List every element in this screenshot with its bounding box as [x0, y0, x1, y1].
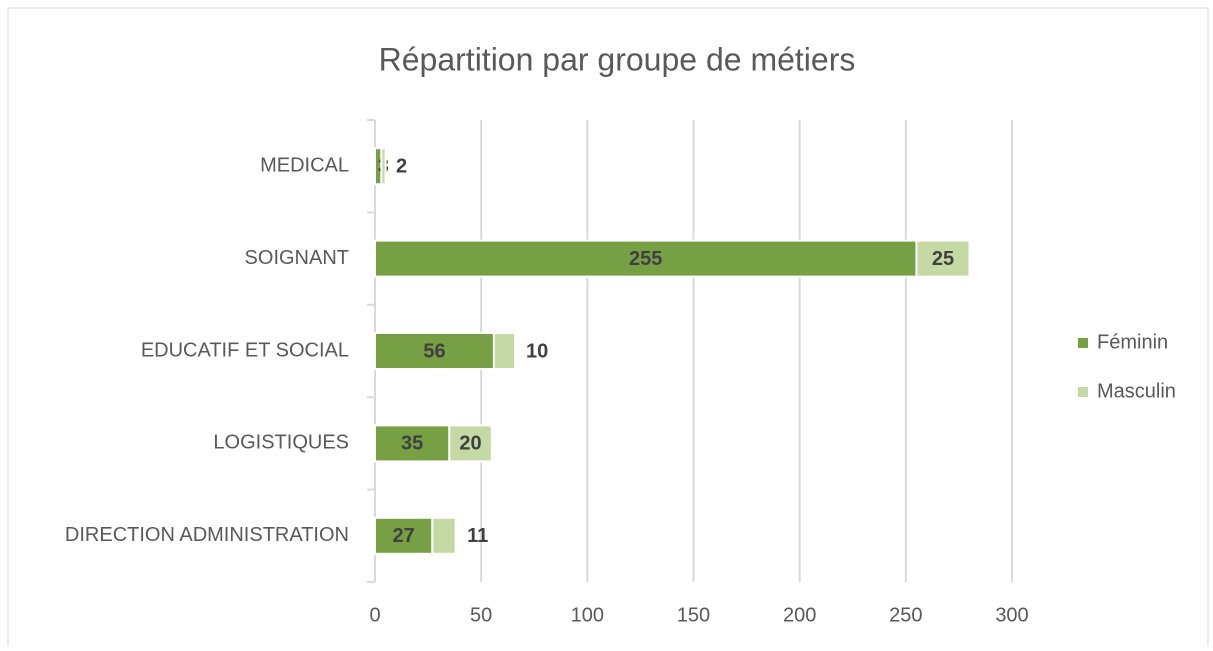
x-tick-label: 250: [889, 604, 922, 626]
data-label: 27: [393, 525, 415, 547]
bar: [380, 147, 387, 186]
x-tick-label: 300: [995, 604, 1028, 626]
bar: [448, 424, 493, 463]
y-tick-label: SOIGNANT: [245, 247, 349, 269]
x-tick-label: 150: [677, 604, 710, 626]
data-label: 11: [467, 525, 488, 547]
data-label: 56: [423, 340, 445, 362]
x-tick-label: 100: [571, 604, 604, 626]
chart-border: [7, 7, 1209, 649]
data-label: 10: [526, 340, 548, 362]
legend-label: Masculin: [1097, 380, 1176, 402]
legend-label: Féminin: [1097, 331, 1168, 353]
bar: [492, 332, 517, 370]
data-label: 25: [932, 248, 954, 270]
x-tick-label: 0: [369, 604, 380, 626]
bar: [374, 332, 495, 370]
x-tick-label: 200: [783, 604, 816, 626]
data-label: 20: [459, 433, 481, 455]
data-label: 255: [629, 248, 662, 270]
y-tick-label: EDUCATIF ET SOCIAL: [141, 339, 349, 361]
data-label: 2: [396, 155, 407, 177]
x-tick-label: 50: [470, 604, 492, 626]
data-label: 35: [401, 433, 423, 455]
y-tick-label: DIRECTION ADMINISTRATION: [65, 524, 349, 546]
y-tick-label: MEDICAL: [260, 154, 349, 176]
chart-title: Répartition par groupe de métiers: [379, 41, 856, 77]
y-tick-label: LOGISTIQUES: [213, 432, 349, 454]
bar: [374, 239, 918, 278]
legend-swatch: [1078, 387, 1088, 397]
bar: [431, 516, 457, 555]
bar: [915, 239, 971, 278]
legend-swatch: [1078, 338, 1088, 348]
